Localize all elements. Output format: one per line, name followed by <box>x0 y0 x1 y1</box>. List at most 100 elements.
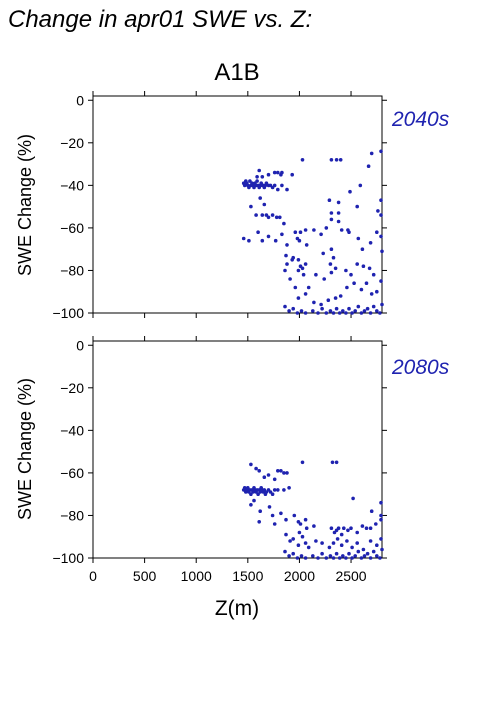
data-point <box>361 264 366 269</box>
data-point <box>350 311 354 315</box>
data-point <box>358 183 363 188</box>
data-point <box>266 234 271 239</box>
data-point <box>344 556 348 560</box>
data-point <box>322 277 327 281</box>
data-point <box>331 255 336 260</box>
data-point <box>276 187 280 192</box>
data-point <box>339 543 344 547</box>
data-point <box>278 215 282 220</box>
x-tick-label: 1500 <box>232 568 263 584</box>
data-point <box>279 469 283 473</box>
data-point <box>347 551 351 556</box>
data-point <box>360 524 365 528</box>
figure-title: Change in apr01 SWE vs. Z: <box>8 6 312 33</box>
x-axis-label: Z(m) <box>215 597 259 620</box>
data-point <box>283 268 287 273</box>
data-point <box>329 526 334 530</box>
x-tick-label: 1000 <box>181 568 212 584</box>
panel-2080s: 0 −20 −40 −60 −80 −100 0 500 1000 1500 2000 2500 SW… <box>15 336 450 620</box>
data-point <box>319 302 323 307</box>
data-point <box>262 475 267 480</box>
data-point <box>339 532 344 537</box>
data-point <box>350 556 354 560</box>
data-point <box>379 279 383 283</box>
data-point <box>356 304 361 309</box>
data-point <box>379 537 383 541</box>
data-point <box>256 230 260 234</box>
data-point <box>355 530 360 535</box>
data-point <box>274 215 279 220</box>
data-point <box>249 204 253 209</box>
data-point <box>380 547 384 552</box>
data-point <box>360 247 365 251</box>
data-point <box>371 549 376 554</box>
data-point <box>266 473 271 477</box>
data-point <box>292 513 297 518</box>
data-point <box>380 249 384 254</box>
data-point <box>303 517 308 522</box>
data-point <box>379 149 383 154</box>
panel-2040s: 0 −20 −40 −60 −80 −100 SWE Change (%) 2040s <box>15 91 450 321</box>
data-point <box>324 556 329 560</box>
data-point <box>368 526 373 530</box>
data-point <box>272 183 277 188</box>
data-point <box>285 262 289 266</box>
y-tick-label: −60 <box>60 465 84 481</box>
data-point <box>350 545 354 550</box>
scenario-title: A1B <box>214 59 259 86</box>
data-point <box>303 311 308 315</box>
data-point <box>349 272 353 277</box>
data-point <box>371 304 376 309</box>
data-point <box>319 232 323 237</box>
data-point <box>379 213 383 217</box>
data-point <box>249 462 253 467</box>
data-point <box>316 311 320 315</box>
data-point <box>262 202 267 207</box>
data-point <box>303 541 308 545</box>
data-point <box>288 539 292 543</box>
data-point <box>368 241 373 245</box>
data-point <box>378 311 382 315</box>
data-point <box>356 549 361 554</box>
data-point <box>369 292 374 296</box>
data-point <box>270 492 275 497</box>
data-point <box>334 306 339 311</box>
data-point <box>331 541 336 545</box>
data-point <box>300 266 305 271</box>
data-point <box>296 258 301 262</box>
data-point <box>364 281 369 286</box>
data-point <box>285 471 289 475</box>
plot-frame <box>92 340 383 559</box>
data-point <box>344 268 348 273</box>
data-point <box>272 488 277 492</box>
data-point <box>341 554 345 558</box>
data-point <box>375 554 379 558</box>
data-point <box>336 219 341 224</box>
data-point <box>283 304 287 309</box>
data-point <box>331 311 336 315</box>
data-point <box>329 247 334 251</box>
data-point <box>365 551 370 556</box>
data-point <box>324 311 329 315</box>
data-point <box>303 556 308 560</box>
data-point <box>347 306 351 311</box>
data-point <box>329 158 334 162</box>
x-tick-label: 2500 <box>335 568 366 584</box>
y-tick-label: −40 <box>60 422 84 438</box>
data-point <box>306 285 311 290</box>
data-point <box>257 469 262 473</box>
data-point <box>320 541 324 545</box>
data-point <box>329 270 334 275</box>
x-tick-label: 0 <box>89 568 97 584</box>
y-axis-label: SWE Change (%) <box>15 134 35 276</box>
data-point <box>321 251 326 256</box>
data-point <box>266 215 271 220</box>
data-point <box>297 530 302 535</box>
y-tick-label: −60 <box>60 220 84 236</box>
data-point <box>282 221 286 226</box>
data-point <box>257 168 262 173</box>
data-point <box>273 238 278 243</box>
data-point <box>326 298 331 303</box>
data-point <box>272 477 277 482</box>
